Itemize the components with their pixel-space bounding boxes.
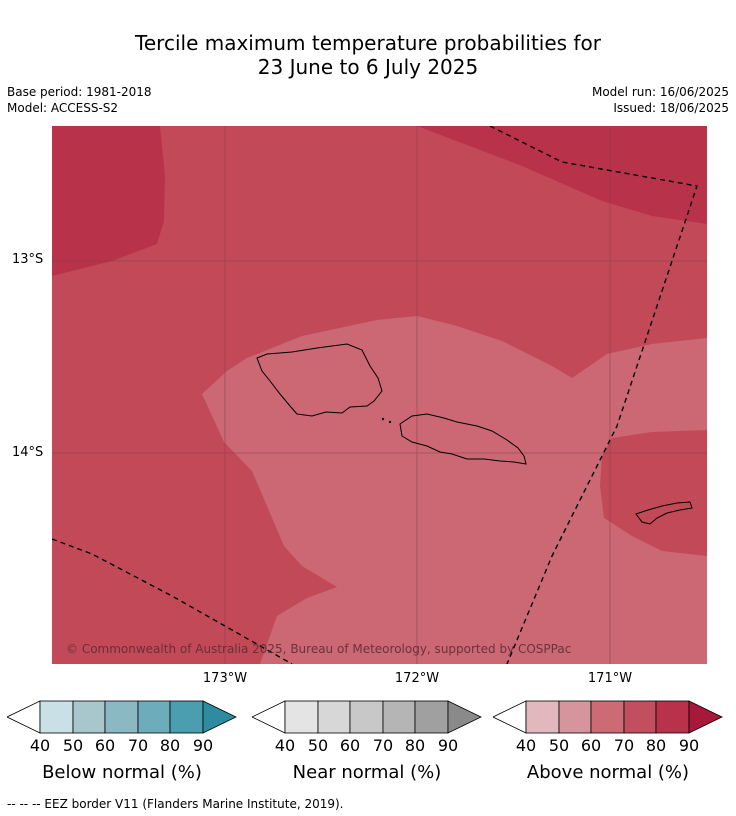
tick-above-80: 80 [645,736,667,755]
cb-near-70-80 [382,700,416,734]
island-savaii [256,343,383,417]
eez-footnote: -- -- -- EEZ border V11 (Flanders Marine… [7,797,344,811]
islet-manono [388,420,392,424]
tick-below-90: 90 [192,736,214,755]
cb-near-60-70 [349,700,384,734]
cb-above-80-90 [655,700,690,734]
tick-below-60: 60 [94,736,116,755]
tick-below-50: 50 [62,736,84,755]
legend-above-normal [493,700,723,734]
title-line-2: 23 June to 6 July 2025 [257,55,479,79]
island-upolu [399,413,527,465]
cb-below-50-60 [72,700,106,734]
model-name: Model: ACCESS-S2 [7,101,119,115]
cb-near-lower-arrow [252,700,286,734]
colorbar-below-normal [7,700,237,734]
tick-near-90: 90 [437,736,459,755]
island-tutuila [635,501,693,525]
tick-above-70: 70 [613,736,635,755]
cb-near-upper-arrow [447,700,482,734]
lat-label-14s: 14°S [12,445,44,460]
cb-above-60-70 [590,700,625,734]
region-70-80-east [600,430,707,556]
tick-above-90: 90 [678,736,700,755]
cb-below-70-80 [137,700,171,734]
legend-near-normal [252,700,482,734]
probability-map [52,126,707,664]
region-80-90-northwest [52,126,165,276]
tick-near-50: 50 [307,736,329,755]
cb-below-80-90 [169,700,204,734]
lat-label-13s: 13°S [12,252,44,267]
base-period: Base period: 1981-2018 [7,85,152,99]
legend-below-normal [7,700,237,734]
tick-below-80: 80 [159,736,181,755]
colorbar-near-normal [252,700,482,734]
legend-title-above: Above normal (%) [526,762,690,783]
cb-below-60-70 [104,700,139,734]
colorbar-above-normal [493,700,723,734]
islet-apolima [381,417,385,421]
lon-label-173w: 173°W [202,671,248,686]
tick-near-40: 40 [274,736,296,755]
cb-above-40-50 [525,700,560,734]
tick-near-80: 80 [404,736,426,755]
issued-date: Issued: 18/06/2025 [613,101,729,115]
lon-label-171w: 171°W [587,671,633,686]
lon-label-172w: 172°W [394,671,440,686]
meta-right: Model run: 16/06/2025 Issued: 18/06/2025 [592,84,729,116]
region-60-70-central [202,316,707,664]
tick-below-70: 70 [127,736,149,755]
tick-above-60: 60 [580,736,602,755]
model-run: Model run: 16/06/2025 [591,85,729,99]
cb-near-40-50 [284,700,319,734]
cb-near-50-60 [317,700,351,734]
cb-near-80-90 [414,700,449,734]
gridlines [52,126,707,664]
tick-below-40: 40 [29,736,51,755]
region-80-90-northeast [417,126,707,224]
cb-above-upper-arrow [688,700,723,734]
map-svg [52,126,707,664]
copyright-notice: © Commonwealth of Australia 2025, Bureau… [66,642,572,656]
tick-near-60: 60 [339,736,361,755]
tick-above-40: 40 [515,736,537,755]
legend-title-below: Below normal (%) [42,762,202,783]
cb-below-40-50 [39,700,74,734]
eez-borders [52,126,698,664]
meta-left: Base period: 1981-2018 Model: ACCESS-S2 [7,84,152,116]
cb-below-lower-arrow [7,700,41,734]
legend-title-near: Near normal (%) [292,762,442,783]
title-line-1: Tercile maximum temperature probabilitie… [135,31,601,55]
cb-above-50-60 [558,700,592,734]
tick-above-50: 50 [548,736,570,755]
cb-above-70-80 [623,700,657,734]
cb-above-lower-arrow [493,700,527,734]
tick-near-70: 70 [372,736,394,755]
map-title: Tercile maximum temperature probabilitie… [0,31,736,79]
cb-below-upper-arrow [202,700,237,734]
